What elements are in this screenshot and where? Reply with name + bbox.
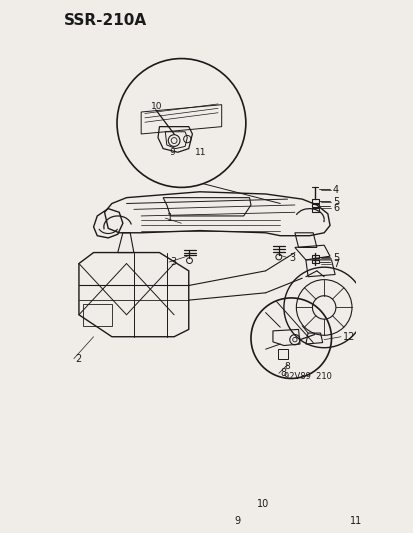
Text: 2: 2	[75, 354, 81, 364]
Text: 4: 4	[332, 185, 338, 195]
Text: SSR-210A: SSR-210A	[64, 13, 146, 28]
Text: 92V89  210: 92V89 210	[283, 372, 331, 381]
Text: 10: 10	[150, 102, 162, 111]
Text: 3: 3	[288, 253, 294, 263]
Text: 10: 10	[256, 499, 268, 508]
Text: 9: 9	[234, 516, 240, 526]
Text: 8: 8	[280, 368, 286, 378]
Text: 11: 11	[349, 516, 361, 526]
Text: 1: 1	[166, 213, 173, 223]
Text: 5: 5	[332, 197, 338, 207]
Text: 6: 6	[332, 203, 338, 213]
Text: 12: 12	[342, 332, 354, 342]
Text: 3: 3	[170, 257, 176, 267]
Text: 5: 5	[332, 253, 338, 263]
Text: 9: 9	[169, 148, 175, 157]
Text: 7: 7	[332, 259, 338, 269]
Text: 11: 11	[194, 148, 206, 157]
Text: 8: 8	[284, 361, 290, 370]
